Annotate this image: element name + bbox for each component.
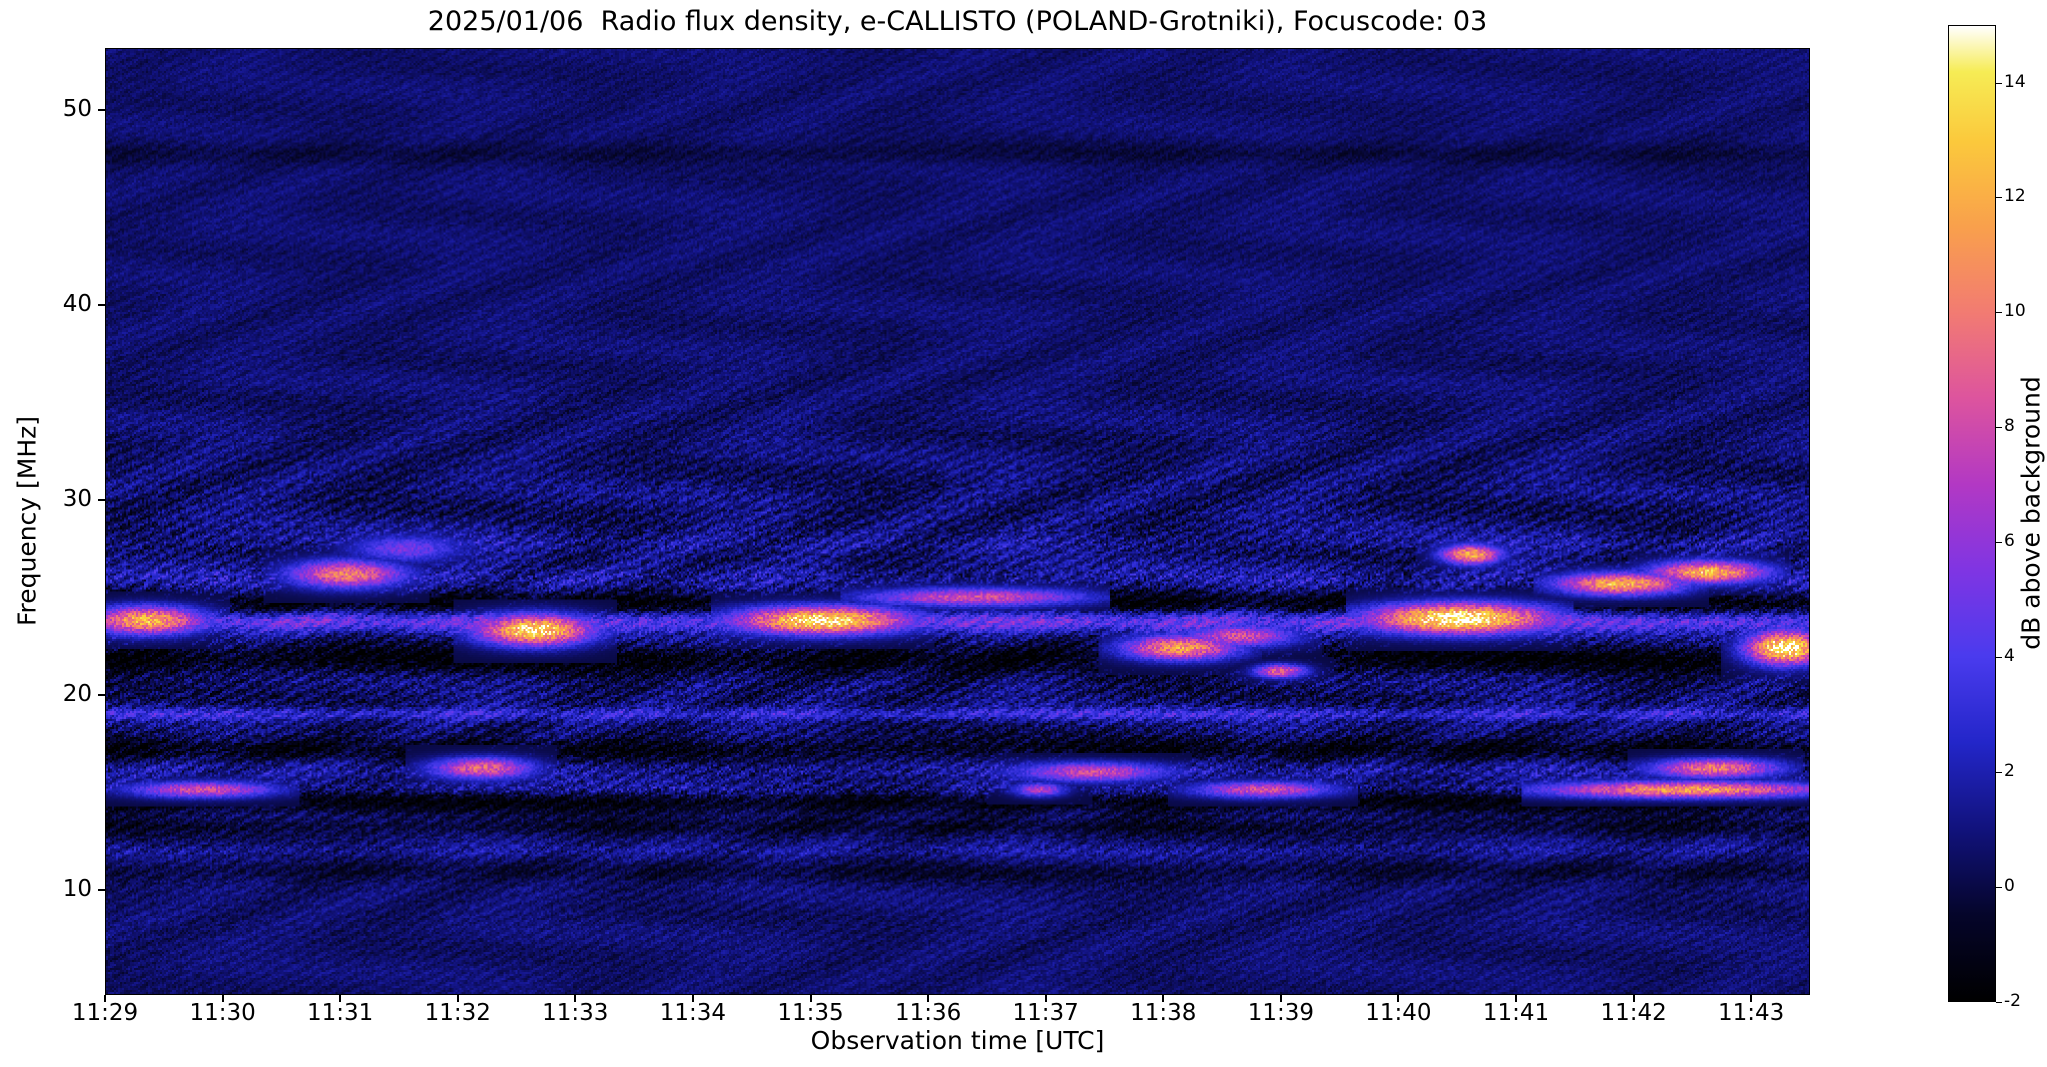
y-tick-label: 30 <box>62 486 92 513</box>
y-axis-label: Frequency [MHz] <box>12 415 42 627</box>
x-tick-mark <box>1515 995 1517 1002</box>
y-tick-mark <box>98 888 105 891</box>
colorbar-tick-mark <box>1996 82 2002 84</box>
y-tick-label: 40 <box>62 291 92 318</box>
colorbar-tick-label: 8 <box>2004 416 2015 437</box>
x-tick-mark <box>456 995 459 1002</box>
x-tick-mark <box>1397 995 1400 1002</box>
x-tick-label: 11:41 <box>1482 1000 1550 1026</box>
x-tick-label: 11:34 <box>659 1000 727 1026</box>
x-tick-mark <box>221 995 224 1002</box>
x-tick-mark <box>1279 995 1282 1002</box>
chart-title: 2025/01/06 Radio flux density, e-CALLIST… <box>427 6 1488 37</box>
x-tick-mark <box>104 995 106 1002</box>
x-tick-mark <box>691 995 694 1002</box>
y-tick-label: 50 <box>62 96 92 123</box>
spectrogram-plot-area <box>105 48 1810 995</box>
colorbar-tick-mark <box>1996 427 2002 429</box>
colorbar-tick-mark <box>1996 197 2002 199</box>
colorbar-tick-mark <box>1996 657 2002 659</box>
x-tick-label: 11:37 <box>1012 1000 1079 1026</box>
x-tick-mark <box>809 995 812 1002</box>
x-tick-label: 11:36 <box>894 1000 962 1026</box>
y-tick-label: 10 <box>62 875 92 902</box>
colorbar <box>1948 25 1996 1002</box>
x-tick-label: 11:30 <box>189 1000 256 1026</box>
colorbar-tick-label: 4 <box>2004 646 2015 667</box>
x-tick-label: 11:32 <box>424 1000 491 1026</box>
y-tick-mark <box>98 693 105 696</box>
x-tick-label: 11:29 <box>71 1000 139 1026</box>
x-tick-mark <box>927 995 930 1002</box>
colorbar-label: dB above background <box>2016 376 2046 650</box>
x-tick-mark <box>1750 995 1753 1002</box>
colorbar-tick-label: 6 <box>2004 531 2015 552</box>
spectrogram-canvas <box>106 49 1809 994</box>
colorbar-tick-label: 12 <box>2004 186 2026 207</box>
x-tick-label: 11:38 <box>1130 1000 1197 1026</box>
y-tick-mark <box>98 109 105 112</box>
x-tick-mark <box>574 995 577 1002</box>
colorbar-tick-mark <box>1996 312 2002 314</box>
colorbar-tick-label: -2 <box>2004 991 2021 1011</box>
colorbar-tick-label: 2 <box>2004 761 2015 782</box>
colorbar-tick-mark <box>1996 542 2002 544</box>
y-tick-mark <box>98 499 105 502</box>
colorbar-tick-mark <box>1996 772 2002 774</box>
x-tick-label: 11:40 <box>1365 1000 1432 1026</box>
x-tick-mark <box>1162 995 1165 1002</box>
x-tick-label: 11:35 <box>777 1000 844 1026</box>
x-tick-mark <box>1632 995 1635 1002</box>
x-tick-mark <box>339 995 342 1002</box>
y-tick-mark <box>98 304 105 307</box>
x-tick-label: 11:39 <box>1247 1000 1315 1026</box>
colorbar-tick-label: 10 <box>2004 301 2026 322</box>
colorbar-tick-label: 14 <box>2004 71 2026 92</box>
colorbar-tick-mark <box>1996 1002 2002 1003</box>
x-tick-label: 11:42 <box>1600 1000 1667 1026</box>
colorbar-tick-label: 0 <box>2004 876 2015 897</box>
colorbar-tick-mark <box>1996 887 2002 889</box>
x-axis-label: Observation time [UTC] <box>810 1026 1105 1055</box>
y-tick-label: 20 <box>62 680 92 707</box>
x-tick-label: 11:31 <box>307 1000 374 1026</box>
x-tick-mark <box>1044 995 1047 1002</box>
x-tick-label: 11:43 <box>1718 1000 1785 1026</box>
x-tick-label: 11:33 <box>542 1000 609 1026</box>
